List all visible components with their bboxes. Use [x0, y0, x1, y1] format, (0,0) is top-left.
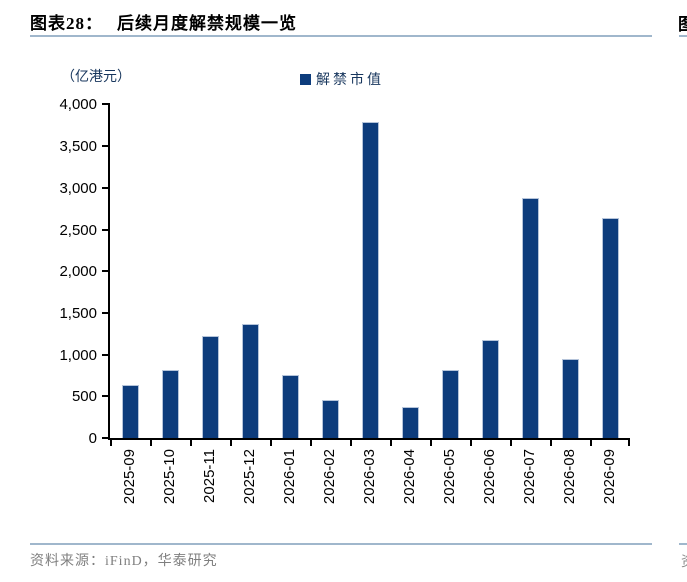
next-column-title-divider — [679, 35, 687, 37]
figure-label: 图表28： — [30, 14, 103, 33]
legend-swatch-icon — [300, 73, 311, 85]
x-axis-label-2026-03: 2026-03 — [361, 449, 378, 505]
legend-label: 解禁市值 — [316, 73, 384, 88]
x-axis-label-2026-08: 2026-08 — [561, 449, 578, 505]
y-axis-tick-label: 3,500 — [59, 138, 97, 155]
next-column-source-fragment: 资 — [681, 551, 687, 571]
x-axis-label-2026-07: 2026-07 — [521, 449, 538, 505]
y-axis-tick-label: 4,000 — [59, 96, 97, 113]
bar-2026-08 — [562, 359, 579, 438]
y-axis-tick — [102, 395, 108, 397]
y-axis-tick-label: 2,500 — [59, 222, 97, 239]
y-axis-tick — [102, 270, 108, 272]
figure-title: 图表28： 后续月度解禁规模一览 — [30, 9, 297, 34]
y-axis-unit-label: （亿港元） — [61, 70, 131, 85]
x-axis-tick — [628, 438, 630, 446]
y-axis-tick — [102, 437, 108, 439]
x-axis-tick — [550, 438, 552, 446]
bar-2026-03 — [362, 122, 379, 438]
y-axis-tick — [102, 103, 108, 105]
y-axis-tick — [102, 354, 108, 356]
bar-2026-05 — [442, 370, 459, 438]
x-axis-label-2025-11: 2025-11 — [201, 449, 218, 503]
bar-2026-02 — [322, 400, 339, 438]
y-axis-tick-label: 1,500 — [59, 305, 97, 322]
x-axis-tick — [110, 438, 112, 446]
y-axis-tick-label: 1,000 — [59, 347, 97, 364]
x-axis-tick — [230, 438, 232, 446]
y-axis-tick — [102, 187, 108, 189]
next-column-footer-divider — [679, 543, 687, 545]
x-axis-line — [108, 438, 630, 440]
y-axis-line — [108, 103, 110, 440]
x-axis-label-2026-04: 2026-04 — [401, 449, 418, 505]
x-axis-tick — [350, 438, 352, 446]
source-attribution: 资料来源：iFinD，华泰研究 — [30, 554, 218, 569]
chart-legend: 解禁市值 — [300, 69, 384, 89]
x-axis-label-2026-05: 2026-05 — [441, 449, 458, 505]
bar-2026-06 — [482, 340, 499, 438]
bar-2025-11 — [202, 336, 219, 438]
x-axis-label-2025-09: 2025-09 — [121, 449, 138, 505]
y-axis-tick — [102, 312, 108, 314]
x-axis-tick — [270, 438, 272, 446]
bar-2026-07 — [522, 198, 539, 438]
footer-divider — [30, 543, 652, 545]
x-axis-label-2026-02: 2026-02 — [321, 449, 338, 505]
bar-2025-12 — [242, 324, 259, 438]
y-axis-tick-label: 500 — [71, 388, 97, 405]
x-axis-label-2025-12: 2025-12 — [241, 449, 258, 505]
bar-2026-09 — [602, 218, 619, 438]
title-divider — [30, 35, 652, 37]
x-axis-label-2026-09: 2026-09 — [601, 449, 618, 505]
x-axis-tick — [590, 438, 592, 446]
bar-2025-10 — [162, 370, 179, 438]
y-axis-tick-label: 2,000 — [59, 263, 97, 280]
x-axis-tick — [510, 438, 512, 446]
x-axis-label-2026-06: 2026-06 — [481, 449, 498, 505]
y-axis-tick-label: 3,000 — [59, 180, 97, 197]
bar-2026-01 — [282, 375, 299, 438]
bar-2025-09 — [122, 385, 139, 438]
figure-title-text: 后续月度解禁规模一览 — [117, 14, 297, 33]
x-axis-tick — [150, 438, 152, 446]
next-column-title-fragment: 图 — [678, 15, 687, 34]
y-axis-tick — [102, 229, 108, 231]
x-axis-tick — [470, 438, 472, 446]
bar-2026-04 — [402, 407, 419, 438]
x-axis-tick — [310, 438, 312, 446]
x-axis-tick — [190, 438, 192, 446]
x-axis-label-2026-01: 2026-01 — [281, 449, 298, 505]
y-axis-tick — [102, 145, 108, 147]
y-axis-tick-label: 0 — [88, 430, 97, 447]
x-axis-tick — [390, 438, 392, 446]
x-axis-tick — [430, 438, 432, 446]
x-axis-label-2025-10: 2025-10 — [161, 449, 178, 505]
